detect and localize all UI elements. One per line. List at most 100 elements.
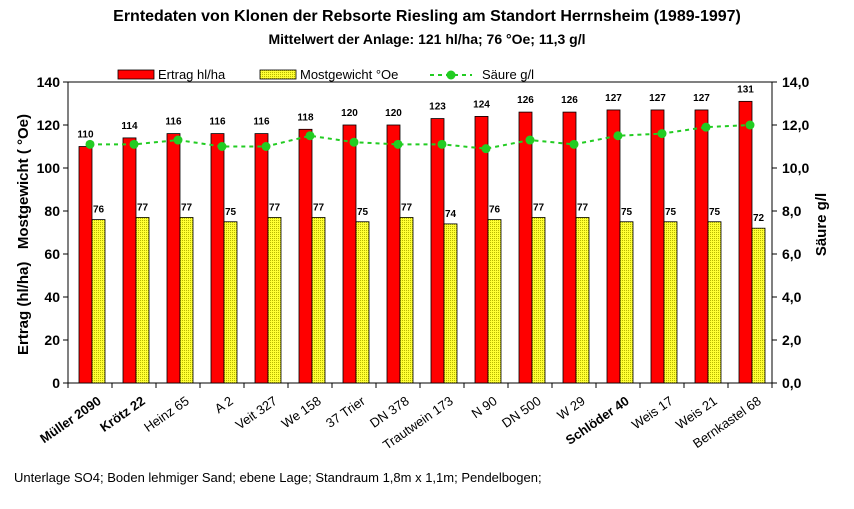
y-right-tick-label: 8,0 xyxy=(782,203,802,219)
ertrag-bar xyxy=(694,109,709,384)
saeure-point xyxy=(745,120,755,130)
mostgewicht-data-label: 75 xyxy=(225,207,237,218)
mostgewicht-data-label: 77 xyxy=(181,202,193,213)
y-left-tick-label: 60 xyxy=(44,246,60,262)
mostgewicht-bar xyxy=(267,217,282,384)
x-category-label: N 90 xyxy=(469,393,500,421)
x-category-label: W 29 xyxy=(554,393,587,423)
x-category-label: Veit 327 xyxy=(233,393,280,432)
mostgewicht-bar xyxy=(619,221,634,384)
saeure-point xyxy=(613,131,623,141)
y-right-tick-label: 2,0 xyxy=(782,332,802,348)
ertrag-bar xyxy=(474,116,489,384)
mostgewicht-bar xyxy=(487,219,502,384)
ertrag-data-label: 131 xyxy=(737,84,754,95)
saeure-point xyxy=(85,139,95,149)
ertrag-bar xyxy=(166,133,181,384)
mostgewicht-bar xyxy=(575,217,590,384)
mostgewicht-bar xyxy=(135,217,150,384)
ertrag-bar xyxy=(298,128,313,384)
legend-swatch-ertrag xyxy=(117,69,155,80)
saeure-point xyxy=(701,122,711,132)
x-category-label: Müller 2090 xyxy=(37,393,104,446)
mostgewicht-bar xyxy=(311,217,326,384)
y-right-tick-label: 12,0 xyxy=(782,117,809,133)
legend-label-ertrag: Ertrag hl/ha xyxy=(158,67,226,82)
mostgewicht-data-label: 75 xyxy=(665,207,677,218)
mostgewicht-bar xyxy=(223,221,238,384)
ertrag-data-label: 120 xyxy=(341,108,358,119)
saeure-point xyxy=(481,144,491,154)
y-left-axis-title: Ertrag (hl/ha) Mostgewicht ( °Oe) xyxy=(15,114,32,355)
ertrag-data-label: 118 xyxy=(297,112,314,123)
mostgewicht-data-label: 76 xyxy=(489,205,501,216)
saeure-point xyxy=(305,131,315,141)
ertrag-data-label: 126 xyxy=(561,95,578,106)
ertrag-bar xyxy=(342,124,357,384)
mostgewicht-bar xyxy=(399,217,414,384)
mostgewicht-data-label: 74 xyxy=(445,209,457,220)
ertrag-data-label: 110 xyxy=(77,130,94,141)
mostgewicht-data-label: 77 xyxy=(313,202,325,213)
saeure-point xyxy=(657,129,667,139)
mostgewicht-bar xyxy=(707,221,722,384)
saeure-line xyxy=(90,124,751,150)
mostgewicht-bar xyxy=(355,221,370,384)
legend-marker-saeure xyxy=(446,70,456,80)
ertrag-data-label: 126 xyxy=(517,95,534,106)
ertrag-data-label: 120 xyxy=(385,108,402,119)
saeure-point xyxy=(129,139,139,149)
x-category-label: DN 500 xyxy=(499,393,544,431)
chart-footnote: Unterlage SO4; Boden lehmiger Sand; eben… xyxy=(14,470,542,485)
y-right-axis-title: Säure g/l xyxy=(813,193,830,256)
ertrag-data-label: 116 xyxy=(253,117,270,128)
x-category-label: 37 Trier xyxy=(323,393,368,431)
mostgewicht-bar xyxy=(663,221,678,384)
mostgewicht-bar xyxy=(531,217,546,384)
mostgewicht-data-label: 77 xyxy=(577,202,589,213)
saeure-point xyxy=(173,135,183,145)
mostgewicht-data-label: 77 xyxy=(269,202,281,213)
legend-label-mostgewicht: Mostgewicht °Oe xyxy=(300,67,398,82)
y-left-tick-label: 100 xyxy=(37,160,61,176)
ertrag-bar xyxy=(650,109,665,384)
saeure-point xyxy=(525,135,535,145)
y-right-tick-label: 4,0 xyxy=(782,289,802,305)
x-category-label: Heinz 65 xyxy=(141,393,192,435)
ertrag-data-label: 116 xyxy=(209,117,226,128)
y-left-tick-label: 20 xyxy=(44,332,60,348)
ertrag-bar xyxy=(518,111,533,384)
y-right-tick-label: 0,0 xyxy=(782,375,802,391)
ertrag-bar xyxy=(78,146,93,384)
saeure-point xyxy=(437,139,447,149)
ertrag-data-label: 127 xyxy=(649,93,666,104)
legend-swatch-mostgewicht xyxy=(259,69,297,80)
mostgewicht-data-label: 77 xyxy=(401,202,413,213)
saeure-point xyxy=(393,139,403,149)
ertrag-bar xyxy=(386,124,401,384)
mostgewicht-data-label: 75 xyxy=(709,207,721,218)
chart-title: Erntedaten von Klonen der Rebsorte Riesl… xyxy=(113,8,741,25)
ertrag-bar xyxy=(210,133,225,384)
legend-label-saeure: Säure g/l xyxy=(482,67,534,82)
mostgewicht-bar xyxy=(443,223,458,384)
ertrag-data-label: 127 xyxy=(693,93,710,104)
ertrag-data-label: 116 xyxy=(165,117,182,128)
mostgewicht-data-label: 72 xyxy=(753,213,765,224)
y-right-tick-label: 14,0 xyxy=(782,74,809,90)
x-category-label: Krötz 22 xyxy=(97,393,148,435)
ertrag-bar xyxy=(562,111,577,384)
ertrag-data-label: 127 xyxy=(605,93,622,104)
y-left-tick-label: 140 xyxy=(37,74,61,90)
mostgewicht-data-label: 76 xyxy=(93,205,105,216)
mostgewicht-data-label: 75 xyxy=(357,207,369,218)
saeure-point xyxy=(261,142,271,151)
chart-subtitle: Mittelwert der Anlage: 121 hl/ha; 76 °Oe… xyxy=(268,31,586,47)
mostgewicht-bar xyxy=(751,227,766,384)
ertrag-bar xyxy=(738,100,753,384)
y-left-tick-label: 40 xyxy=(44,289,60,305)
ertrag-bar xyxy=(606,109,621,384)
mostgewicht-bar xyxy=(91,219,106,384)
mostgewicht-data-label: 77 xyxy=(137,202,149,213)
